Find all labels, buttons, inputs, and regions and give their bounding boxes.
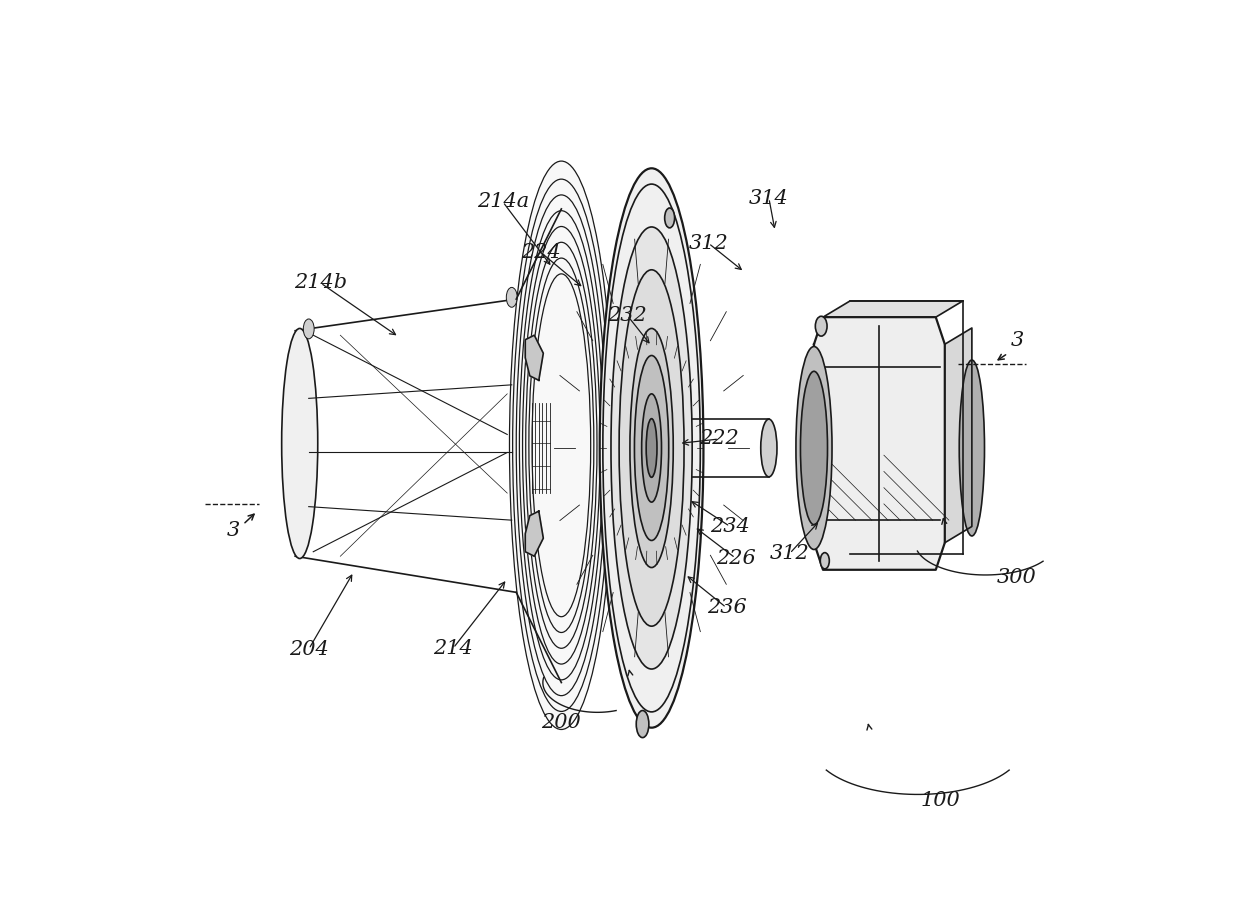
Ellipse shape [816, 316, 827, 336]
Text: 312: 312 [688, 233, 728, 252]
Text: 236: 236 [707, 598, 746, 617]
Ellipse shape [636, 710, 649, 738]
Ellipse shape [646, 419, 657, 477]
Ellipse shape [611, 227, 692, 669]
Polygon shape [823, 301, 962, 317]
Ellipse shape [630, 329, 673, 567]
Text: 100: 100 [920, 791, 960, 810]
Polygon shape [526, 511, 543, 557]
Ellipse shape [960, 360, 985, 536]
Text: 314: 314 [749, 188, 789, 207]
Ellipse shape [665, 208, 675, 228]
Text: 312: 312 [770, 544, 810, 563]
Ellipse shape [796, 347, 832, 549]
Ellipse shape [510, 161, 614, 729]
Ellipse shape [506, 288, 517, 307]
Polygon shape [945, 328, 972, 543]
Ellipse shape [619, 270, 684, 626]
Text: 3: 3 [1011, 331, 1023, 350]
Ellipse shape [281, 329, 317, 558]
Ellipse shape [641, 394, 661, 502]
Text: 226: 226 [715, 548, 755, 567]
Text: 222: 222 [699, 430, 739, 449]
Ellipse shape [761, 419, 777, 477]
Text: 300: 300 [997, 568, 1037, 587]
Ellipse shape [304, 319, 314, 338]
Text: 224: 224 [521, 243, 560, 262]
Text: 214: 214 [433, 639, 472, 658]
Text: 200: 200 [542, 712, 582, 731]
Polygon shape [526, 335, 543, 380]
Ellipse shape [821, 553, 830, 569]
Text: 234: 234 [711, 517, 750, 536]
Text: 204: 204 [289, 640, 329, 659]
Ellipse shape [635, 356, 668, 540]
Ellipse shape [600, 168, 703, 728]
Text: 232: 232 [608, 306, 647, 325]
Text: 3: 3 [227, 520, 241, 539]
Ellipse shape [801, 371, 827, 525]
Text: 214b: 214b [294, 273, 347, 292]
Text: 214a: 214a [476, 192, 528, 211]
Polygon shape [813, 317, 945, 570]
